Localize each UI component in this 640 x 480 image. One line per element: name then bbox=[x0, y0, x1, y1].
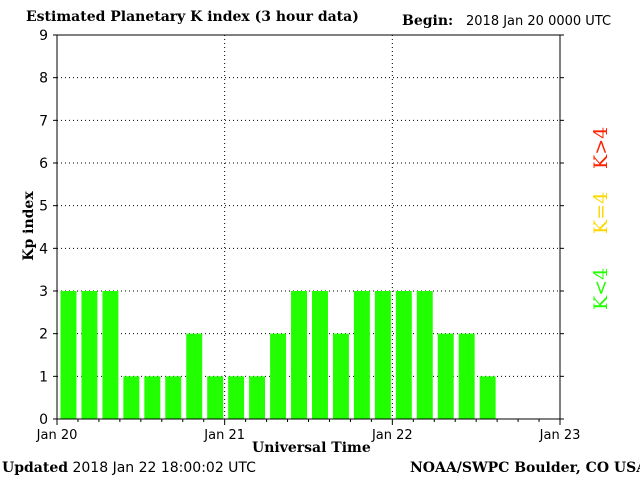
kp-bar bbox=[437, 333, 454, 419]
x-axis-label: Universal Time bbox=[252, 440, 371, 456]
kp-bar bbox=[144, 376, 161, 419]
y-tick-label: 9 bbox=[39, 28, 48, 44]
y-tick-label: 3 bbox=[39, 284, 48, 300]
chart-title: Estimated Planetary K index (3 hour data… bbox=[26, 9, 359, 25]
kp-bar bbox=[270, 333, 287, 419]
x-tick-label: Jan 21 bbox=[203, 428, 245, 443]
y-tick-label: 5 bbox=[39, 199, 48, 215]
kp-bar bbox=[186, 333, 203, 419]
kp-bar bbox=[479, 376, 496, 419]
begin-label: Begin: bbox=[402, 13, 454, 29]
kp-bar bbox=[123, 376, 140, 419]
kp-bar bbox=[102, 291, 119, 419]
legend-k-equal-4: K=4 bbox=[590, 191, 612, 234]
source-credit: NOAA/SWPC Boulder, CO USA bbox=[410, 460, 640, 476]
kp-bar bbox=[374, 291, 391, 419]
kp-bar bbox=[291, 291, 307, 419]
updated-timestamp: 2018 Jan 22 18:00:02 UTC bbox=[72, 460, 256, 476]
updated-label: Updated 2018 Jan 22 18:00:02 UTC bbox=[2, 460, 256, 476]
kp-bar bbox=[165, 376, 182, 419]
kp-bar bbox=[395, 291, 412, 419]
kp-bar bbox=[60, 291, 77, 419]
kp-bar bbox=[249, 376, 266, 419]
y-tick-label: 8 bbox=[39, 71, 48, 87]
kp-bar bbox=[416, 291, 433, 419]
x-tick-label: Jan 23 bbox=[539, 428, 581, 443]
x-tick-label: Jan 22 bbox=[371, 428, 413, 443]
plot-frame bbox=[56, 34, 561, 420]
y-tick-label: 2 bbox=[39, 327, 48, 343]
y-tick-label: 6 bbox=[39, 156, 48, 172]
kp-bar bbox=[228, 376, 245, 419]
y-tick-label: 4 bbox=[39, 241, 48, 257]
legend-k-greater-4: K>4 bbox=[590, 126, 612, 169]
legend-k-less-4: K<4 bbox=[590, 267, 612, 310]
y-tick-label: 7 bbox=[39, 113, 48, 129]
x-tick-label: Jan 20 bbox=[36, 428, 78, 443]
kp-bar bbox=[332, 333, 349, 419]
y-tick-label: 1 bbox=[39, 369, 48, 385]
updated-prefix: Updated bbox=[2, 460, 69, 476]
kp-bar bbox=[458, 333, 475, 419]
begin-value: 2018 Jan 20 0000 UTC bbox=[466, 14, 612, 29]
kp-bar bbox=[312, 291, 328, 419]
kp-bar bbox=[353, 291, 370, 419]
kp-bar bbox=[81, 291, 98, 419]
y-tick-label: 0 bbox=[39, 412, 48, 428]
y-axis-label: Kp index bbox=[21, 191, 37, 261]
kp-bar bbox=[207, 376, 224, 419]
